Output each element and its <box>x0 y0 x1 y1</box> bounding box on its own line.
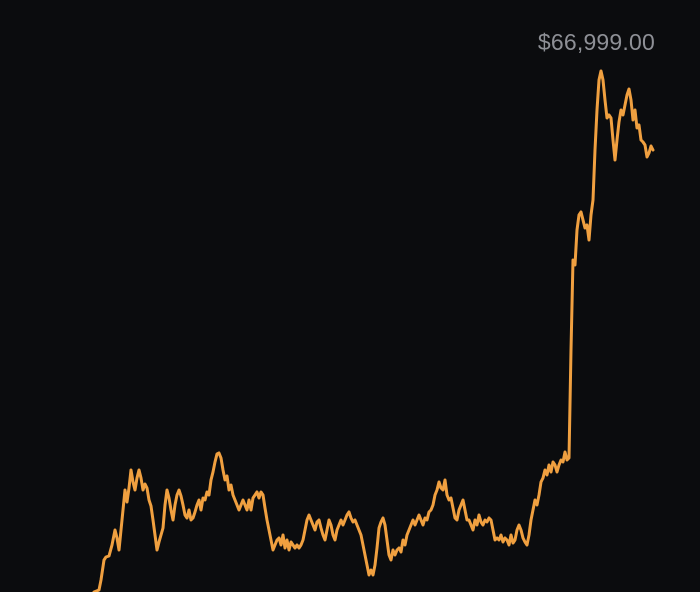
price-line <box>92 69 655 592</box>
current-price-label: $66,999.00 <box>537 29 655 55</box>
